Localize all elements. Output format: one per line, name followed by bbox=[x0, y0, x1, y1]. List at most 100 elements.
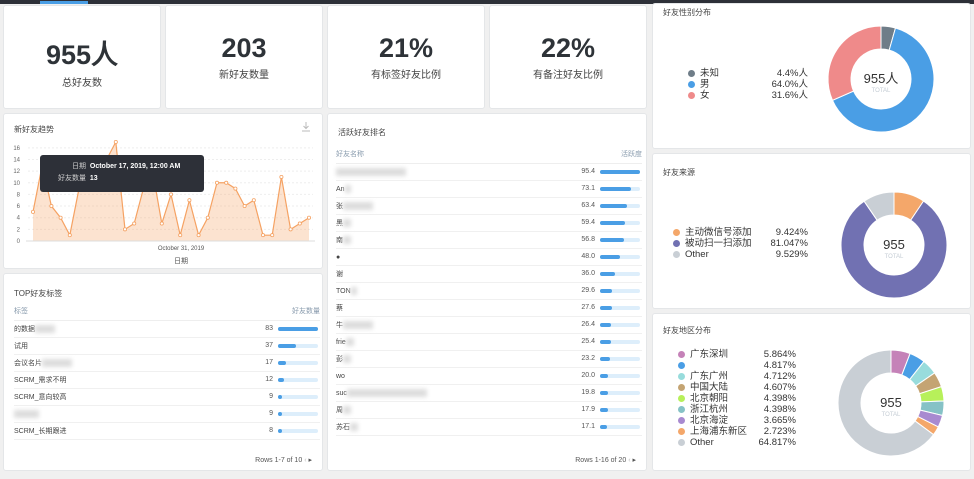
y-tick-label: 6 bbox=[17, 204, 21, 210]
table-row[interactable]: An 73.1 bbox=[336, 180, 642, 198]
data-point[interactable] bbox=[196, 233, 201, 238]
legend-item[interactable]: 女 31.6%人 bbox=[688, 90, 808, 101]
table-row[interactable]: 9 bbox=[14, 405, 320, 423]
data-point[interactable] bbox=[113, 139, 118, 144]
table-row[interactable]: 蔡 27.6 bbox=[336, 299, 642, 317]
table-row[interactable]: 的数据 83 bbox=[14, 320, 320, 338]
table-row[interactable]: 牛 26.4 bbox=[336, 316, 642, 334]
y-tick-label: 10 bbox=[13, 181, 20, 187]
download-icon[interactable] bbox=[302, 122, 310, 132]
data-point[interactable] bbox=[233, 186, 238, 191]
legend-item[interactable]: 北京朝阳 4.398% bbox=[678, 393, 796, 404]
stat-value: 22% bbox=[540, 33, 596, 63]
next-page-icon[interactable]: ▸ bbox=[308, 457, 312, 464]
table-row[interactable]: 谢 36.0 bbox=[336, 265, 642, 283]
col-header-tag[interactable]: 标签 bbox=[14, 302, 231, 321]
row-name: 苏石 bbox=[336, 418, 556, 436]
data-point[interactable] bbox=[49, 204, 54, 209]
table-row[interactable]: 试用 37 bbox=[14, 337, 320, 355]
top-tags-card: TOP好友标签 标签 好友数量 的数据 83 试用 37 会议名片 17 SCRM_需求不明 12… bbox=[3, 273, 323, 471]
top-nav-bar bbox=[0, 0, 974, 4]
data-point[interactable] bbox=[67, 233, 72, 238]
row-bar bbox=[278, 405, 320, 423]
table-row[interactable]: wo 20.0 bbox=[336, 367, 642, 385]
legend-dot bbox=[678, 427, 685, 435]
data-point[interactable] bbox=[242, 204, 247, 209]
legend-item[interactable]: 男 64.0%人 bbox=[688, 79, 808, 90]
legend-item[interactable]: Other 9.529% bbox=[673, 249, 808, 260]
donut-slice[interactable] bbox=[837, 349, 935, 457]
data-point[interactable] bbox=[205, 215, 210, 220]
data-point[interactable] bbox=[297, 221, 302, 226]
legend-item[interactable]: 主动微信号添加 9.424% bbox=[673, 227, 808, 238]
legend-value: 81.047% bbox=[770, 238, 808, 249]
table-row[interactable]: 95.4 bbox=[336, 163, 642, 181]
legend-item[interactable]: 浙江杭州 4.398% bbox=[678, 404, 796, 415]
data-point[interactable] bbox=[123, 227, 128, 232]
legend-label: 北京朝阳 bbox=[690, 393, 729, 404]
data-point[interactable] bbox=[187, 198, 192, 203]
legend-item[interactable]: Other 64.817% bbox=[678, 437, 796, 448]
tooltip-count-label: 好友数量 bbox=[58, 175, 86, 182]
col-header-name[interactable]: 好友名称 bbox=[336, 145, 556, 164]
table-row[interactable]: SCRM_需求不明 12 bbox=[14, 371, 320, 389]
donut-slice[interactable] bbox=[831, 27, 935, 133]
data-point[interactable] bbox=[270, 233, 275, 238]
donut-slice[interactable] bbox=[840, 200, 948, 299]
table-row[interactable]: TON 29.6 bbox=[336, 282, 642, 300]
table-row[interactable]: SCRM_长期跟进 8 bbox=[14, 422, 320, 440]
donut-slice[interactable] bbox=[863, 191, 895, 221]
data-point[interactable] bbox=[260, 233, 265, 238]
card-title: 活跃好友排名 bbox=[338, 128, 386, 137]
legend-item[interactable]: 广东深圳 5.864% bbox=[678, 349, 796, 360]
legend-value: 31.6%人 bbox=[771, 90, 808, 101]
table-row[interactable]: 张 63.4 bbox=[336, 197, 642, 215]
row-value: 29.6 bbox=[555, 282, 600, 300]
data-point[interactable] bbox=[159, 221, 164, 226]
legend-item[interactable]: 4.817% bbox=[678, 360, 796, 371]
data-point[interactable] bbox=[224, 180, 229, 185]
legend-item[interactable]: 广东广州 4.712% bbox=[678, 371, 796, 382]
table-row[interactable]: 黑 59.4 bbox=[336, 214, 642, 232]
table-row[interactable]: frie 25.4 bbox=[336, 333, 642, 351]
legend-dot bbox=[688, 80, 695, 88]
legend-item[interactable]: 被动扫一扫添加 81.047% bbox=[673, 238, 808, 249]
data-point[interactable] bbox=[288, 227, 293, 232]
next-page-icon[interactable]: ▸ bbox=[632, 457, 636, 464]
legend-item[interactable]: 北京海淀 3.665% bbox=[678, 415, 796, 426]
prev-page-icon[interactable]: ‹ bbox=[304, 457, 307, 464]
data-point[interactable] bbox=[178, 233, 183, 238]
data-point[interactable] bbox=[279, 174, 284, 179]
data-point[interactable] bbox=[214, 180, 219, 185]
legend-item[interactable]: 上海浦东新区 2.723% bbox=[678, 426, 796, 437]
data-point[interactable] bbox=[58, 215, 63, 220]
data-point[interactable] bbox=[168, 192, 173, 197]
table-row[interactable]: SCRM_意向较高 9 bbox=[14, 388, 320, 406]
stat-label: 新好友数量 bbox=[219, 70, 269, 81]
data-point[interactable] bbox=[30, 209, 35, 214]
legend-item[interactable]: 未知 4.4%人 bbox=[688, 68, 808, 79]
table-row[interactable]: ● 48.0 bbox=[336, 248, 642, 266]
row-bar bbox=[600, 163, 642, 181]
data-point[interactable] bbox=[132, 221, 137, 226]
legend-dot bbox=[673, 250, 680, 258]
table-row[interactable]: 会议名片 17 bbox=[14, 354, 320, 372]
data-point[interactable] bbox=[306, 215, 311, 220]
table-row[interactable]: 南 56.8 bbox=[336, 231, 642, 249]
table-row[interactable]: 周 17.9 bbox=[336, 401, 642, 419]
legend-item[interactable]: 中国大陆 4.607% bbox=[678, 382, 796, 393]
table-row[interactable]: 苏石 17.1 bbox=[336, 418, 642, 436]
stat-label: 总好友数 bbox=[62, 78, 102, 89]
prev-page-icon[interactable]: ‹ bbox=[628, 457, 631, 464]
table-row[interactable]: suc 19.8 bbox=[336, 384, 642, 402]
y-tick-label: 0 bbox=[17, 239, 21, 245]
x-axis-label: 日期 bbox=[174, 257, 188, 265]
col-header-activity[interactable]: 活跃度 bbox=[555, 145, 642, 164]
row-value: 73.1 bbox=[555, 180, 600, 198]
table-row[interactable]: 彭 23.2 bbox=[336, 350, 642, 368]
card-title: 好友地区分布 bbox=[663, 326, 711, 335]
data-point[interactable] bbox=[251, 198, 256, 203]
row-name: 彭 bbox=[336, 350, 556, 368]
donut-slice[interactable] bbox=[827, 25, 882, 102]
col-header-count[interactable]: 好友数量 bbox=[230, 302, 320, 321]
